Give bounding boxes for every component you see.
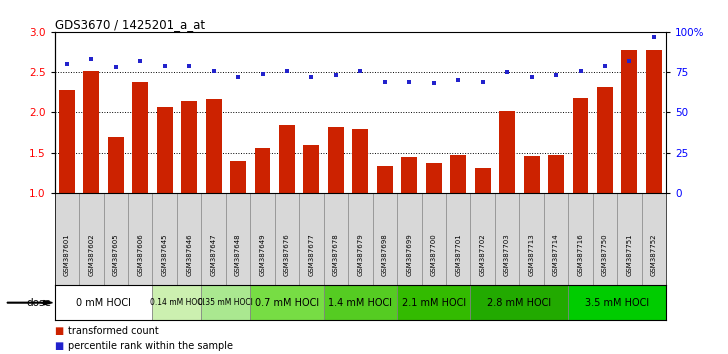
Bar xyxy=(622,50,638,193)
Bar xyxy=(181,101,197,193)
Bar xyxy=(108,137,124,193)
Point xyxy=(306,74,317,80)
Bar xyxy=(279,125,295,193)
Point xyxy=(648,34,660,40)
Text: GSM387647: GSM387647 xyxy=(210,233,217,276)
Bar xyxy=(55,285,152,320)
Text: GSM387676: GSM387676 xyxy=(284,233,290,276)
Point xyxy=(550,73,562,78)
Text: GDS3670 / 1425201_a_at: GDS3670 / 1425201_a_at xyxy=(55,18,205,31)
Text: GSM387679: GSM387679 xyxy=(357,233,363,276)
Text: GSM387601: GSM387601 xyxy=(64,233,70,276)
Text: GSM387678: GSM387678 xyxy=(333,233,339,276)
Text: 1.4 mM HOCl: 1.4 mM HOCl xyxy=(328,298,392,308)
Text: GSM387699: GSM387699 xyxy=(406,233,412,276)
Point xyxy=(428,81,440,86)
Text: ■: ■ xyxy=(55,341,64,351)
Point xyxy=(281,68,293,73)
Text: GSM387714: GSM387714 xyxy=(553,233,559,276)
Bar xyxy=(202,285,250,320)
Text: ■: ■ xyxy=(55,326,64,336)
Bar xyxy=(401,157,417,193)
Bar xyxy=(569,285,666,320)
Point xyxy=(135,58,146,64)
Bar xyxy=(230,161,246,193)
Text: 0.35 mM HOCl: 0.35 mM HOCl xyxy=(199,298,253,307)
Text: percentile rank within the sample: percentile rank within the sample xyxy=(68,341,233,351)
Point xyxy=(599,63,611,69)
Text: GSM387701: GSM387701 xyxy=(455,233,462,276)
Point xyxy=(624,58,636,64)
Point xyxy=(379,79,391,85)
Bar xyxy=(470,285,569,320)
Bar xyxy=(475,168,491,193)
Bar xyxy=(499,111,515,193)
Text: 0.14 mM HOCl: 0.14 mM HOCl xyxy=(149,298,205,307)
Point xyxy=(355,68,366,73)
Bar xyxy=(646,50,662,193)
Text: GSM387648: GSM387648 xyxy=(235,233,241,276)
Text: GSM387751: GSM387751 xyxy=(626,233,633,276)
Point xyxy=(477,79,488,85)
Bar xyxy=(597,87,613,193)
Point xyxy=(574,68,586,73)
Point xyxy=(232,74,244,80)
Text: 2.8 mM HOCl: 2.8 mM HOCl xyxy=(487,298,551,308)
Text: dose: dose xyxy=(26,298,51,308)
Point xyxy=(110,64,122,70)
Text: GSM387700: GSM387700 xyxy=(431,233,437,276)
Point xyxy=(502,69,513,75)
Text: GSM387713: GSM387713 xyxy=(529,233,534,276)
Text: 0 mM HOCl: 0 mM HOCl xyxy=(76,298,131,308)
Text: 3.5 mM HOCl: 3.5 mM HOCl xyxy=(585,298,649,308)
Text: 2.1 mM HOCl: 2.1 mM HOCl xyxy=(402,298,466,308)
Text: GSM387605: GSM387605 xyxy=(113,233,119,276)
Point xyxy=(183,63,195,69)
Bar xyxy=(205,99,221,193)
Bar xyxy=(572,98,588,193)
Bar xyxy=(397,285,470,320)
Bar xyxy=(450,155,466,193)
Bar xyxy=(157,107,173,193)
Bar xyxy=(328,127,344,193)
Point xyxy=(403,79,415,85)
Text: GSM387698: GSM387698 xyxy=(381,233,388,276)
Bar xyxy=(377,166,393,193)
Text: GSM387716: GSM387716 xyxy=(577,233,584,276)
Bar xyxy=(132,82,149,193)
Point xyxy=(207,68,219,73)
Point xyxy=(61,61,73,67)
Bar xyxy=(304,145,320,193)
Bar xyxy=(255,148,271,193)
Text: GSM387646: GSM387646 xyxy=(186,233,192,276)
Text: GSM387752: GSM387752 xyxy=(651,233,657,276)
Bar xyxy=(83,70,99,193)
Bar xyxy=(324,285,397,320)
Bar xyxy=(250,285,324,320)
Point xyxy=(159,63,170,69)
Point xyxy=(85,56,97,62)
Text: GSM387702: GSM387702 xyxy=(480,233,486,276)
Point xyxy=(257,71,269,76)
Bar xyxy=(152,285,202,320)
Point xyxy=(452,78,464,83)
Text: GSM387750: GSM387750 xyxy=(602,233,608,276)
Bar xyxy=(352,129,368,193)
Text: GSM387645: GSM387645 xyxy=(162,233,167,276)
Text: GSM387602: GSM387602 xyxy=(88,233,95,276)
Point xyxy=(526,74,537,80)
Point xyxy=(330,73,341,78)
Bar xyxy=(426,163,442,193)
Text: 0.7 mM HOCl: 0.7 mM HOCl xyxy=(255,298,319,308)
Text: transformed count: transformed count xyxy=(68,326,159,336)
Text: GSM387703: GSM387703 xyxy=(504,233,510,276)
Text: GSM387606: GSM387606 xyxy=(137,233,143,276)
Text: GSM387649: GSM387649 xyxy=(259,233,266,276)
Bar xyxy=(523,156,539,193)
Text: GSM387677: GSM387677 xyxy=(309,233,314,276)
Bar xyxy=(59,90,75,193)
Bar xyxy=(548,155,564,193)
